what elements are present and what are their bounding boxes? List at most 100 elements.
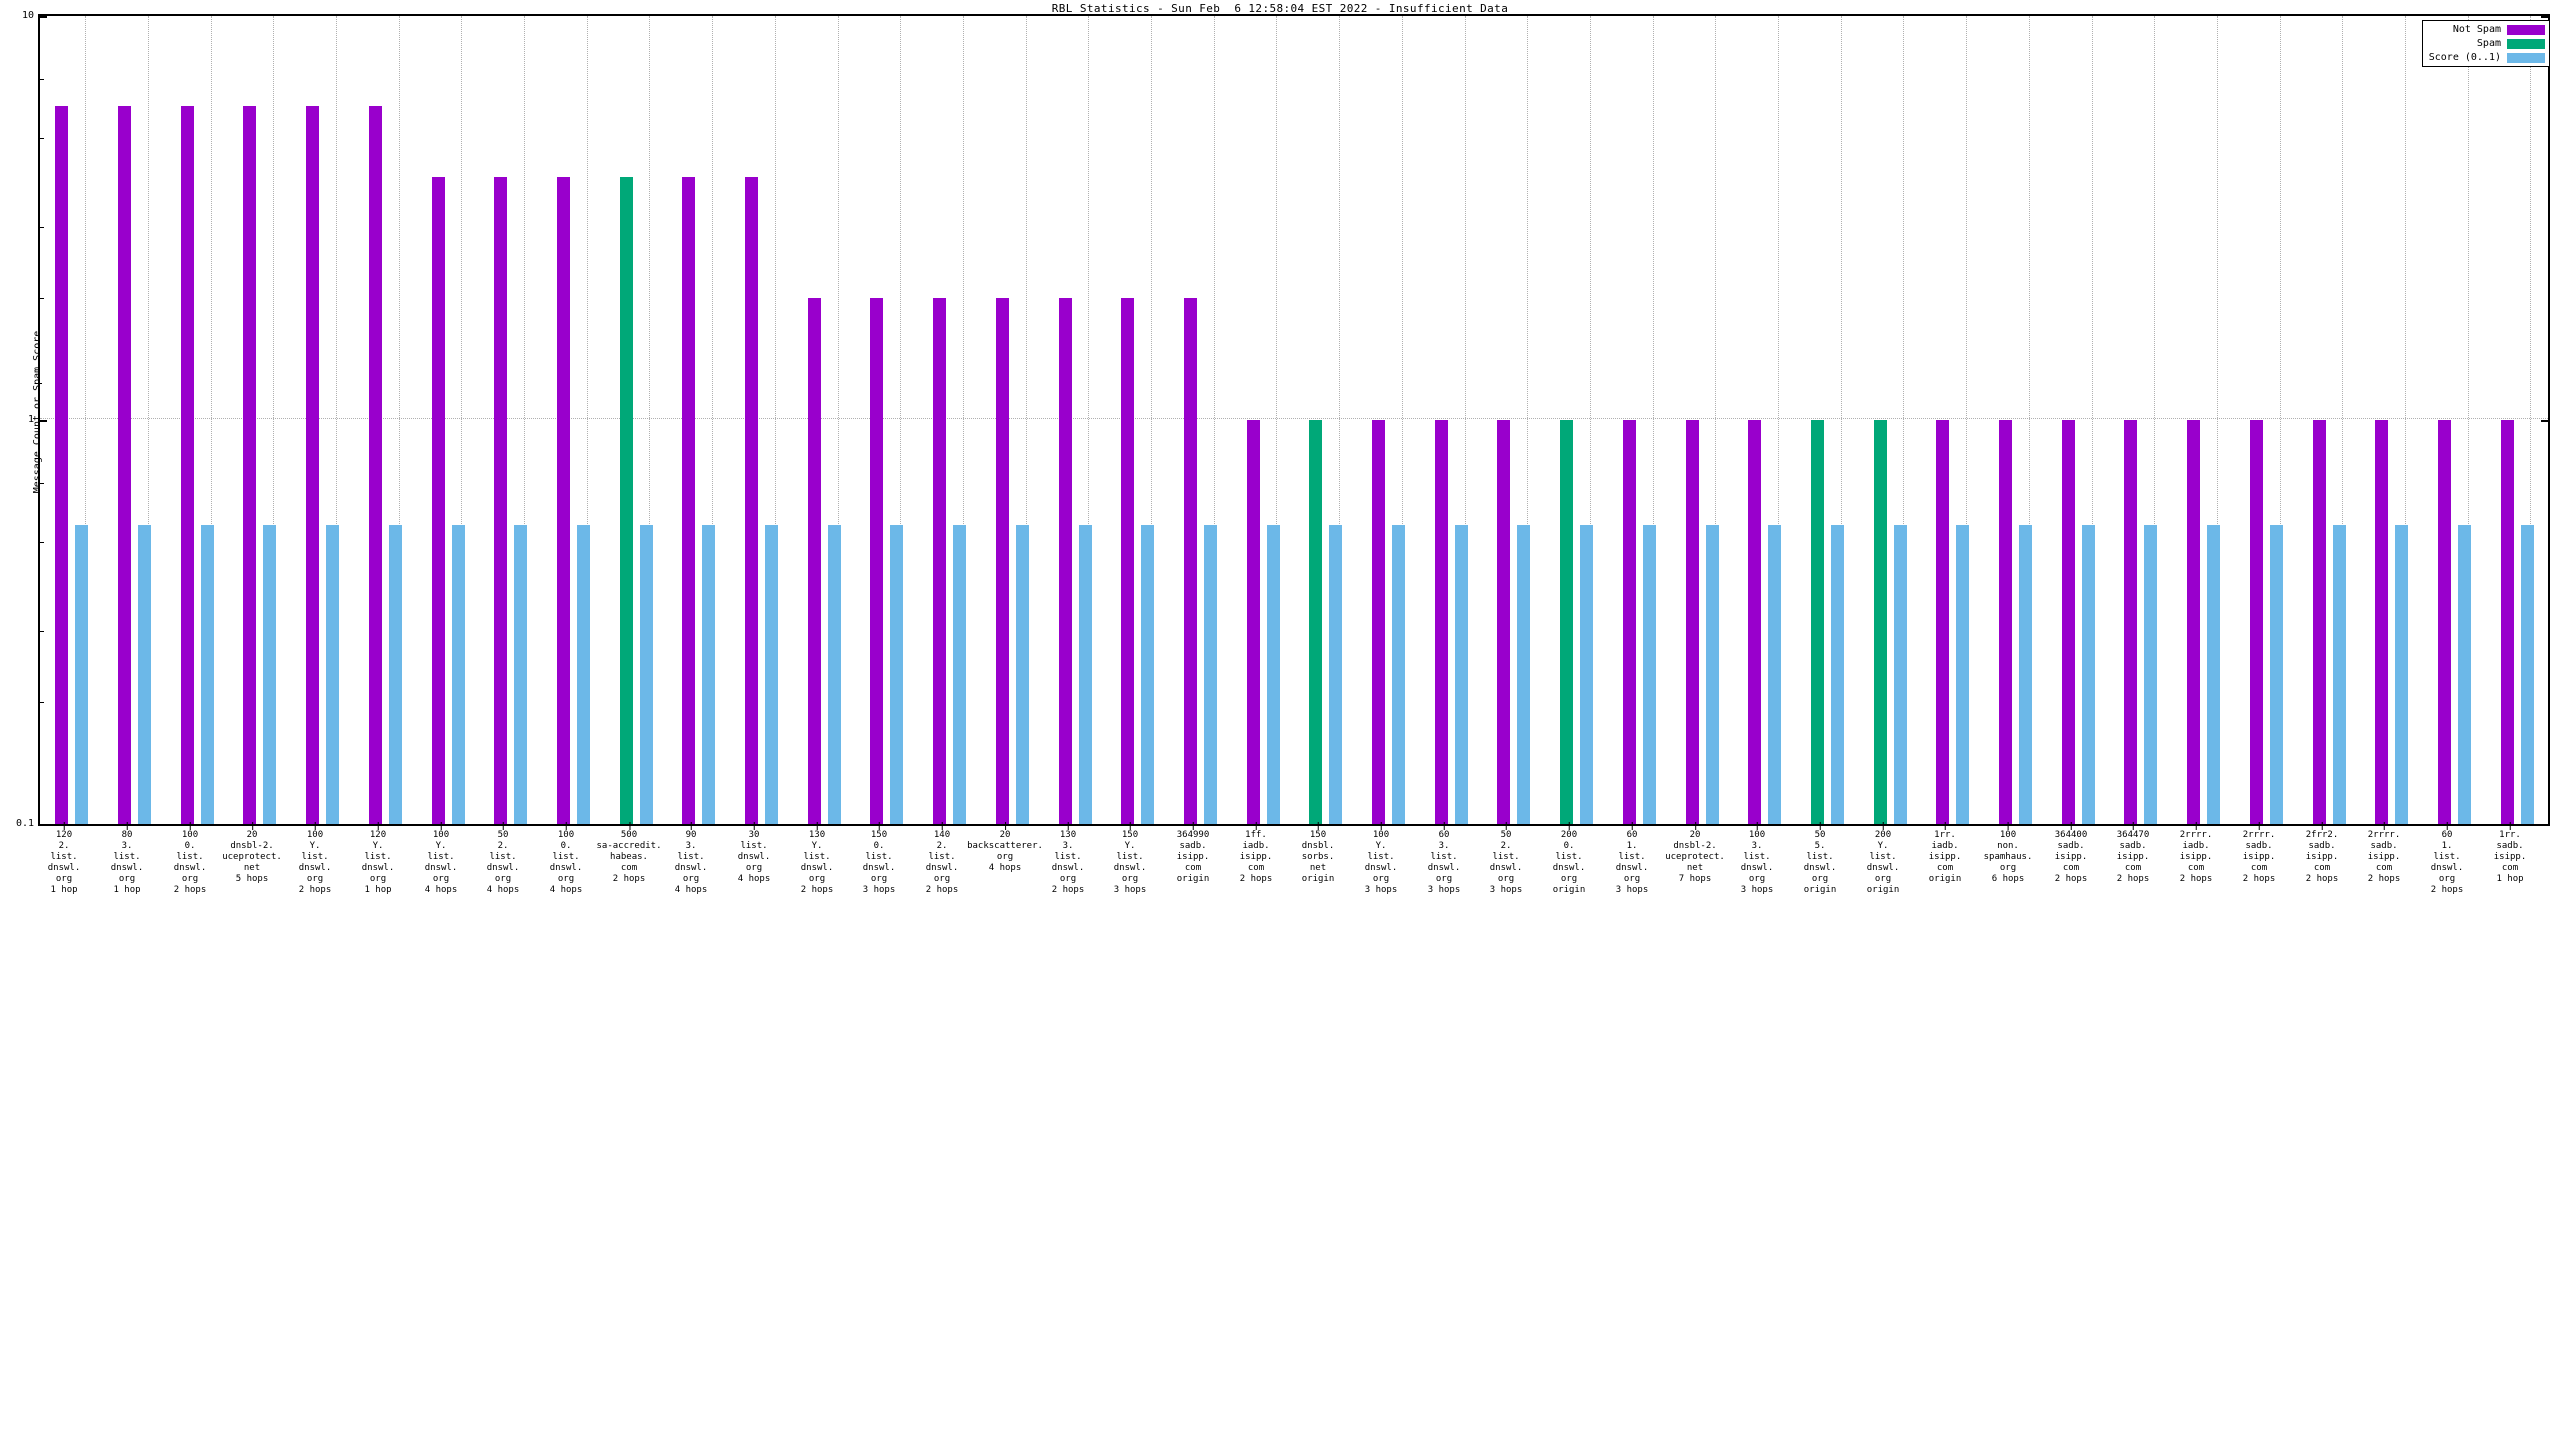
bar-not-spam (2501, 420, 2514, 824)
x-axis-tick-labels: 120 2. list. dnswl. org 1 hop 80 3. list.… (38, 822, 2550, 940)
x-tick-label: 20 backscatterer. org 4 hops (967, 822, 1043, 874)
v-gridline (963, 16, 965, 824)
x-tick-label: 2rrrr. sadb. isipp. com 2 hops (2243, 822, 2275, 885)
v-gridline (775, 16, 777, 824)
x-tick-mark (941, 822, 943, 830)
x-tick-label: 130 Y. list. dnswl. org 2 hops (801, 822, 833, 896)
v-gridline (1088, 16, 1090, 824)
x-tick-mark (126, 822, 128, 830)
x-tick-mark (1129, 822, 1131, 830)
x-tick-label: 150 dnsbl. sorbs. net origin (1302, 822, 1334, 885)
y-tick-mark (38, 824, 47, 826)
bar-score (1141, 525, 1154, 824)
v-gridline (148, 16, 150, 824)
bar-not-spam (1435, 420, 1448, 824)
x-tick-mark (251, 822, 253, 830)
y-axis-label: Message Count or Spam Score (32, 330, 43, 494)
bar-not-spam (996, 298, 1009, 824)
x-tick-label: 120 Y. list. dnswl. org 1 hop (362, 822, 394, 896)
y-tick-label: 1 (27, 414, 34, 425)
bar-not-spam (1247, 420, 1260, 824)
v-gridline (838, 16, 840, 824)
v-gridline (900, 16, 902, 824)
legend-swatch (2507, 38, 2545, 49)
bar-score (2521, 525, 2534, 824)
v-gridline (2530, 16, 2532, 824)
bar-not-spam (432, 177, 445, 824)
bar-not-spam (1623, 420, 1636, 824)
bar-score (1768, 525, 1781, 824)
x-tick-mark (1944, 822, 1946, 830)
v-gridline (1214, 16, 1216, 824)
bar-score (1329, 525, 1342, 824)
bar-score (2333, 525, 2346, 824)
bar-score (577, 525, 590, 824)
v-gridline (1653, 16, 1655, 824)
x-tick-mark (1631, 822, 1633, 830)
bar-score (1956, 525, 1969, 824)
x-tick-label: 100 Y. list. dnswl. org 4 hops (425, 822, 457, 896)
bar-not-spam (181, 106, 194, 824)
bar-score (1392, 525, 1405, 824)
bar-not-spam (369, 106, 382, 824)
x-tick-label: 30 list. dnswl. org 4 hops (738, 822, 770, 885)
bar-score (263, 525, 276, 824)
y-minor-tick-mark (38, 631, 44, 633)
bar-not-spam (870, 298, 883, 824)
x-tick-mark (502, 822, 504, 830)
x-tick-label: 1rr. iadb. isipp. com origin (1929, 822, 1961, 885)
x-tick-label: 500 sa-accredit. habeas. com 2 hops (596, 822, 662, 885)
x-tick-label: 60 1. list. dnswl. org 2 hops (2431, 822, 2463, 896)
x-tick-label: 200 Y. list. dnswl. org origin (1867, 822, 1899, 896)
x-tick-mark (2509, 822, 2511, 830)
x-tick-mark (816, 822, 818, 830)
bar-score (1706, 525, 1719, 824)
x-tick-mark (2383, 822, 2385, 830)
bar-score (201, 525, 214, 824)
v-gridline (336, 16, 338, 824)
x-tick-label: 100 non. spamhaus. org 6 hops (1984, 822, 2032, 885)
x-tick-mark (1004, 822, 1006, 830)
x-tick-mark (189, 822, 191, 830)
x-tick-label: 50 2. list. dnswl. org 3 hops (1490, 822, 1522, 896)
x-tick-label: 100 0. list. dnswl. org 2 hops (174, 822, 206, 896)
x-tick-mark (2008, 822, 2009, 830)
x-tick-label: 364400 sadb. isipp. com 2 hops (2055, 822, 2087, 885)
bar-score (765, 525, 778, 824)
bar-not-spam (494, 177, 507, 824)
bar-not-spam (682, 177, 695, 824)
v-gridline (2280, 16, 2282, 824)
x-tick-mark (753, 822, 755, 830)
bar-spam (1560, 420, 1573, 824)
x-tick-mark (1819, 822, 1821, 830)
v-gridline (524, 16, 526, 824)
x-tick-label: 2frr2. sadb. isipp. com 2 hops (2306, 822, 2338, 885)
legend-label: Score (0..1) (2428, 52, 2501, 63)
bar-not-spam (306, 106, 319, 824)
x-tick-mark (2258, 822, 2260, 830)
bar-not-spam (933, 298, 946, 824)
bar-score (138, 525, 151, 824)
bar-score (452, 525, 465, 824)
bar-not-spam (1936, 420, 1949, 824)
bar-score (1204, 525, 1217, 824)
bar-score (1894, 525, 1907, 824)
v-gridline (2342, 16, 2344, 824)
x-tick-mark (1443, 822, 1445, 830)
y-tick-mark (2541, 420, 2550, 422)
bar-not-spam (243, 106, 256, 824)
x-tick-label: 20 dnsbl-2. uceprotect. net 7 hops (1665, 822, 1725, 885)
bar-score (75, 525, 88, 824)
bar-score (702, 525, 715, 824)
bar-score (640, 525, 653, 824)
x-tick-mark (2070, 822, 2072, 830)
x-tick-label: 2rrrr. iadb. isipp. com 2 hops (2180, 822, 2212, 885)
x-tick-mark (1380, 822, 1382, 830)
legend-swatch (2507, 52, 2545, 63)
bar-score (389, 525, 402, 824)
y-tick-label: 0.1 (15, 818, 34, 829)
y-tick-mark (38, 16, 47, 18)
v-gridline (2468, 16, 2470, 824)
x-tick-mark (440, 822, 442, 830)
